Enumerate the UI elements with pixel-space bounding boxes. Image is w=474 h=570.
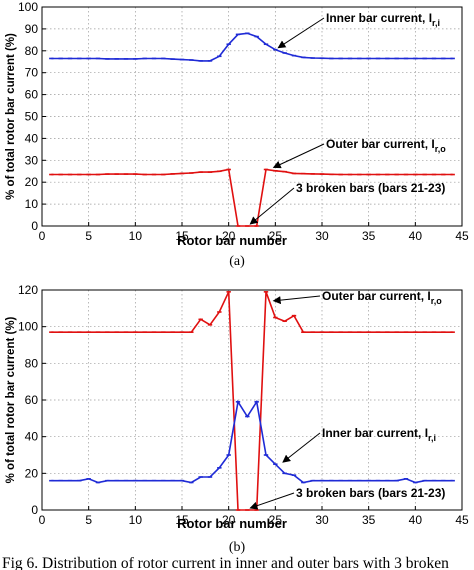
y-axis-label: % of total rotor bar current (%) xyxy=(5,316,17,483)
series-line xyxy=(51,399,453,484)
annotation-label: 3 broken bars (bars 21-23) xyxy=(296,486,445,500)
annotation-arrow xyxy=(249,187,295,225)
chart-b: 0 5 10 15 20 25 30 35 40 45 0 20 40 60 80 100 120 Rotor b… xyxy=(5,283,469,531)
x-tick-label: 10 xyxy=(129,513,143,527)
y-tick-label: 100 xyxy=(18,0,38,14)
annotation-subscript: r,o xyxy=(431,296,443,306)
y-tick-label: 90 xyxy=(25,22,39,36)
x-tick-label: 0 xyxy=(39,229,46,243)
x-tick-label: 45 xyxy=(455,229,469,243)
y-axis-label: % of total rotor bar current (%) xyxy=(5,33,17,200)
annotation-arrow xyxy=(277,17,325,49)
sublabel-b: (b) xyxy=(229,540,246,555)
x-tick-label: 30 xyxy=(315,513,329,527)
y-tick-label: 30 xyxy=(25,153,39,167)
annotation-subscript: r,i xyxy=(428,433,436,443)
figure-caption: Fig 6. Distribution of rotor current in … xyxy=(2,555,449,570)
x-tick-label: 5 xyxy=(85,513,92,527)
sublabel-a: (a) xyxy=(229,254,245,269)
annotation-arrow xyxy=(249,492,295,510)
annotation-label: 3 broken bars (bars 21-23) xyxy=(296,181,445,195)
y-tick-label: 40 xyxy=(25,430,39,444)
annotation-text: Inner bar current, I xyxy=(326,11,432,25)
annotation-label: Outer bar current, Ir,o xyxy=(326,137,446,154)
x-tick-label: 40 xyxy=(409,513,423,527)
x-tick-label: 30 xyxy=(315,229,329,243)
annotation-arrow xyxy=(272,295,321,305)
y-tick-label: 80 xyxy=(25,356,39,370)
series-line xyxy=(51,168,453,227)
y-tick-label: 120 xyxy=(18,283,38,297)
x-axis-label: Rotor bar number xyxy=(177,516,287,531)
x-tick-label: 15 xyxy=(175,229,189,243)
y-tick-label: 100 xyxy=(18,320,38,334)
annotation-text: Inner bar current, I xyxy=(322,426,428,440)
annotation-arrow xyxy=(282,432,321,463)
x-tick-label: 20 xyxy=(222,229,236,243)
annotation-subscript: r,i xyxy=(432,18,440,28)
annotation-label: Inner bar current, Ir,i xyxy=(322,426,436,443)
series-line xyxy=(51,32,453,62)
annotation-arrow xyxy=(272,143,325,169)
y-tick-label: 50 xyxy=(25,110,39,124)
y-tick-label: 80 xyxy=(25,44,39,58)
x-tick-label: 25 xyxy=(269,229,283,243)
x-tick-label: 35 xyxy=(362,513,376,527)
annotation-label: Outer bar current, Ir,o xyxy=(322,289,442,306)
x-axis-label: Rotor bar number xyxy=(177,233,287,248)
y-tick-label: 0 xyxy=(31,503,38,517)
annotation-text: Outer bar current, I xyxy=(322,289,431,303)
y-tick-label: 20 xyxy=(25,175,39,189)
series-line xyxy=(51,291,453,511)
y-tick-label: 40 xyxy=(25,131,39,145)
x-tick-label: 10 xyxy=(129,229,143,243)
y-tick-label: 0 xyxy=(31,219,38,233)
annotation-text: 3 broken bars (bars 21-23) xyxy=(296,486,445,500)
annotation-subscript: r,o xyxy=(435,144,447,154)
y-tick-label: 10 xyxy=(25,197,39,211)
x-tick-label: 0 xyxy=(39,513,46,527)
annotation-text: Outer bar current, I xyxy=(326,137,435,151)
annotation-label: Inner bar current, Ir,i xyxy=(326,11,440,28)
y-tick-label: 60 xyxy=(25,393,39,407)
annotation-text: 3 broken bars (bars 21-23) xyxy=(296,181,445,195)
x-tick-label: 45 xyxy=(455,513,469,527)
chart-a: 0 5 10 15 20 25 30 35 40 45 0 10 20 30 40 50 60 70 80 90 100… xyxy=(5,0,469,248)
y-tick-label: 60 xyxy=(25,88,39,102)
x-tick-label: 5 xyxy=(85,229,92,243)
x-tick-label: 25 xyxy=(269,513,283,527)
y-tick-label: 70 xyxy=(25,66,39,80)
y-tick-label: 20 xyxy=(25,466,39,480)
x-tick-label: 15 xyxy=(175,513,189,527)
x-tick-label: 20 xyxy=(222,513,236,527)
x-tick-label: 40 xyxy=(409,229,423,243)
x-tick-label: 35 xyxy=(362,229,376,243)
